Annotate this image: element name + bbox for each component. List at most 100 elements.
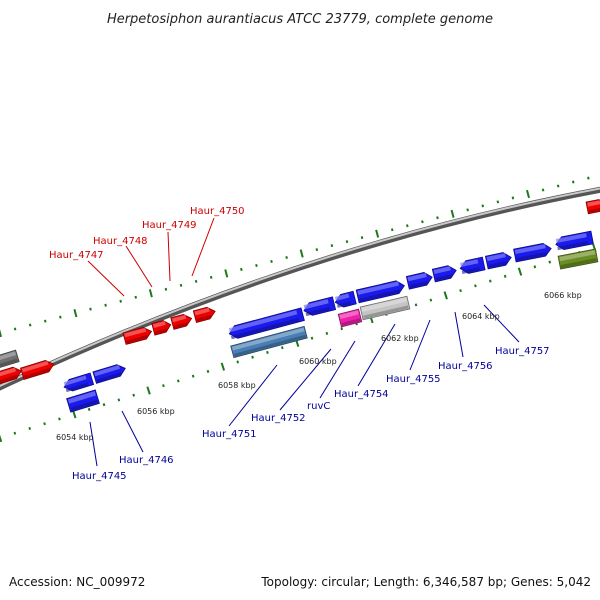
scale-tick <box>43 422 46 426</box>
scale-tick <box>59 315 62 319</box>
gene-shadow <box>516 252 548 262</box>
scale-tick <box>443 291 448 300</box>
scale-tick <box>73 309 78 318</box>
gene-gray-feature[interactable] <box>0 349 20 371</box>
scale-tick <box>176 379 180 383</box>
scale-tick <box>89 307 92 311</box>
leader-haur-4751 <box>228 364 278 427</box>
gene-ruvc[interactable] <box>334 290 357 308</box>
scale-tick <box>330 244 334 248</box>
gene-olive-feature[interactable] <box>557 248 599 270</box>
gene-label-haur-4751[interactable]: Haur_4751 <box>202 429 257 440</box>
gene-highlight <box>63 375 87 386</box>
scale-tick <box>206 369 210 373</box>
scale-tick <box>503 274 507 278</box>
leader-haur-4749 <box>167 231 171 282</box>
gene-label-haur-4755[interactable]: Haur_4755 <box>386 374 441 385</box>
gene-haur-4744[interactable] <box>0 365 23 386</box>
gene-highlight <box>21 360 49 373</box>
gene-haur-4747[interactable] <box>122 326 153 345</box>
gene-haur-4745b[interactable] <box>66 389 100 413</box>
scale-tick <box>104 303 107 307</box>
chromosome-backbone <box>0 186 600 391</box>
gene-haur-4749[interactable] <box>170 313 193 330</box>
genome-summary-text: Topology: circular; Length: 6,346,587 bp… <box>260 575 591 589</box>
scale-tick <box>224 269 229 278</box>
scale-tick <box>87 407 91 412</box>
leader-haur-4756 <box>454 311 464 358</box>
scale-tick <box>134 295 138 299</box>
gene-haur-4754[interactable] <box>355 279 406 304</box>
scale-tick <box>119 299 122 303</box>
gene-shadow <box>154 328 168 335</box>
chromosome-backbone-highlight <box>0 187 600 388</box>
leader-haur-4757 <box>483 304 520 343</box>
gene-haur-4748[interactable] <box>151 319 172 336</box>
scale-tick <box>526 189 530 199</box>
gene-label-haur-4754[interactable]: Haur_4754 <box>334 389 389 400</box>
gene-label-haur-4746[interactable]: Haur_4746 <box>119 455 174 466</box>
scale-tick <box>360 236 364 240</box>
gene-haur-4759[interactable] <box>555 230 594 251</box>
gene-steelblue-feature[interactable] <box>230 325 308 359</box>
gene-shadow <box>435 274 453 282</box>
scale-tick <box>191 374 195 378</box>
gene-haur-4758[interactable] <box>513 242 553 263</box>
gene-label-haur-4745[interactable]: Haur_4745 <box>72 471 127 482</box>
gene-shadow <box>359 289 401 302</box>
scale-tick <box>209 275 213 279</box>
gene-highlight <box>94 365 120 377</box>
gene-haur-4757a[interactable] <box>459 256 486 275</box>
gene-highlight <box>0 367 17 378</box>
gene-silver-feature[interactable] <box>359 295 411 321</box>
scale-tick <box>450 209 455 218</box>
genome-title: Herpetosiphon aurantiacus ATCC 23779, co… <box>107 12 493 27</box>
gene-label-haur-4752[interactable]: Haur_4752 <box>251 413 306 424</box>
scale-tick <box>255 263 258 267</box>
gene-highlight <box>339 310 359 319</box>
gene-magenta-feature[interactable] <box>337 308 363 328</box>
gene-highlight <box>228 310 298 333</box>
leader-haur-4745 <box>89 421 98 467</box>
scale-label-6058: 6058 kbp <box>218 381 256 390</box>
gene-highlight <box>0 351 17 363</box>
gene-haur-4751[interactable] <box>228 307 305 340</box>
gene-shadow <box>173 322 189 329</box>
scale-tick <box>390 228 394 232</box>
leader-haur-4754 <box>357 323 396 387</box>
gene-haur-4760[interactable] <box>585 198 600 215</box>
gene-haur-4745[interactable] <box>62 372 95 393</box>
scale-tick <box>117 398 121 402</box>
scale-tick <box>517 267 523 276</box>
gene-shadow <box>336 301 352 308</box>
gene-label-haur-4749[interactable]: Haur_4749 <box>142 220 197 231</box>
gene-highlight <box>194 307 210 316</box>
gene-haur-4755[interactable] <box>405 271 433 290</box>
gene-label-ruvc[interactable]: ruvC <box>307 401 330 412</box>
leader-haur-4746 <box>121 410 144 453</box>
gene-shadow <box>196 314 212 322</box>
gene-label-haur-4747[interactable]: Haur_4747 <box>49 250 104 261</box>
gene-haur-4757b[interactable] <box>484 251 512 270</box>
gene-highlight <box>172 314 187 323</box>
scale-tick <box>0 329 2 338</box>
scale-tick <box>299 249 304 258</box>
gene-haur-4746[interactable] <box>92 363 127 384</box>
scale-label-6056: 6056 kbp <box>137 407 175 416</box>
gene-haur-4750[interactable] <box>192 305 216 324</box>
gene-haur-4746b[interactable] <box>19 358 55 381</box>
gene-haur-4756[interactable] <box>431 264 457 283</box>
gene-highlight <box>407 272 427 282</box>
scale-tick <box>280 346 284 350</box>
scale-tick <box>488 279 492 283</box>
gene-haur-4752[interactable] <box>302 296 337 317</box>
gene-label-haur-4757[interactable]: Haur_4757 <box>495 346 550 357</box>
scale-tick <box>240 267 243 271</box>
gene-shadow <box>560 258 597 269</box>
gene-label-haur-4748[interactable]: Haur_4748 <box>93 236 148 247</box>
gene-shadow <box>341 318 361 326</box>
gene-label-haur-4750[interactable]: Haur_4750 <box>190 206 245 217</box>
gene-label-haur-4756[interactable]: Haur_4756 <box>438 361 493 372</box>
scale-tick <box>13 431 17 435</box>
